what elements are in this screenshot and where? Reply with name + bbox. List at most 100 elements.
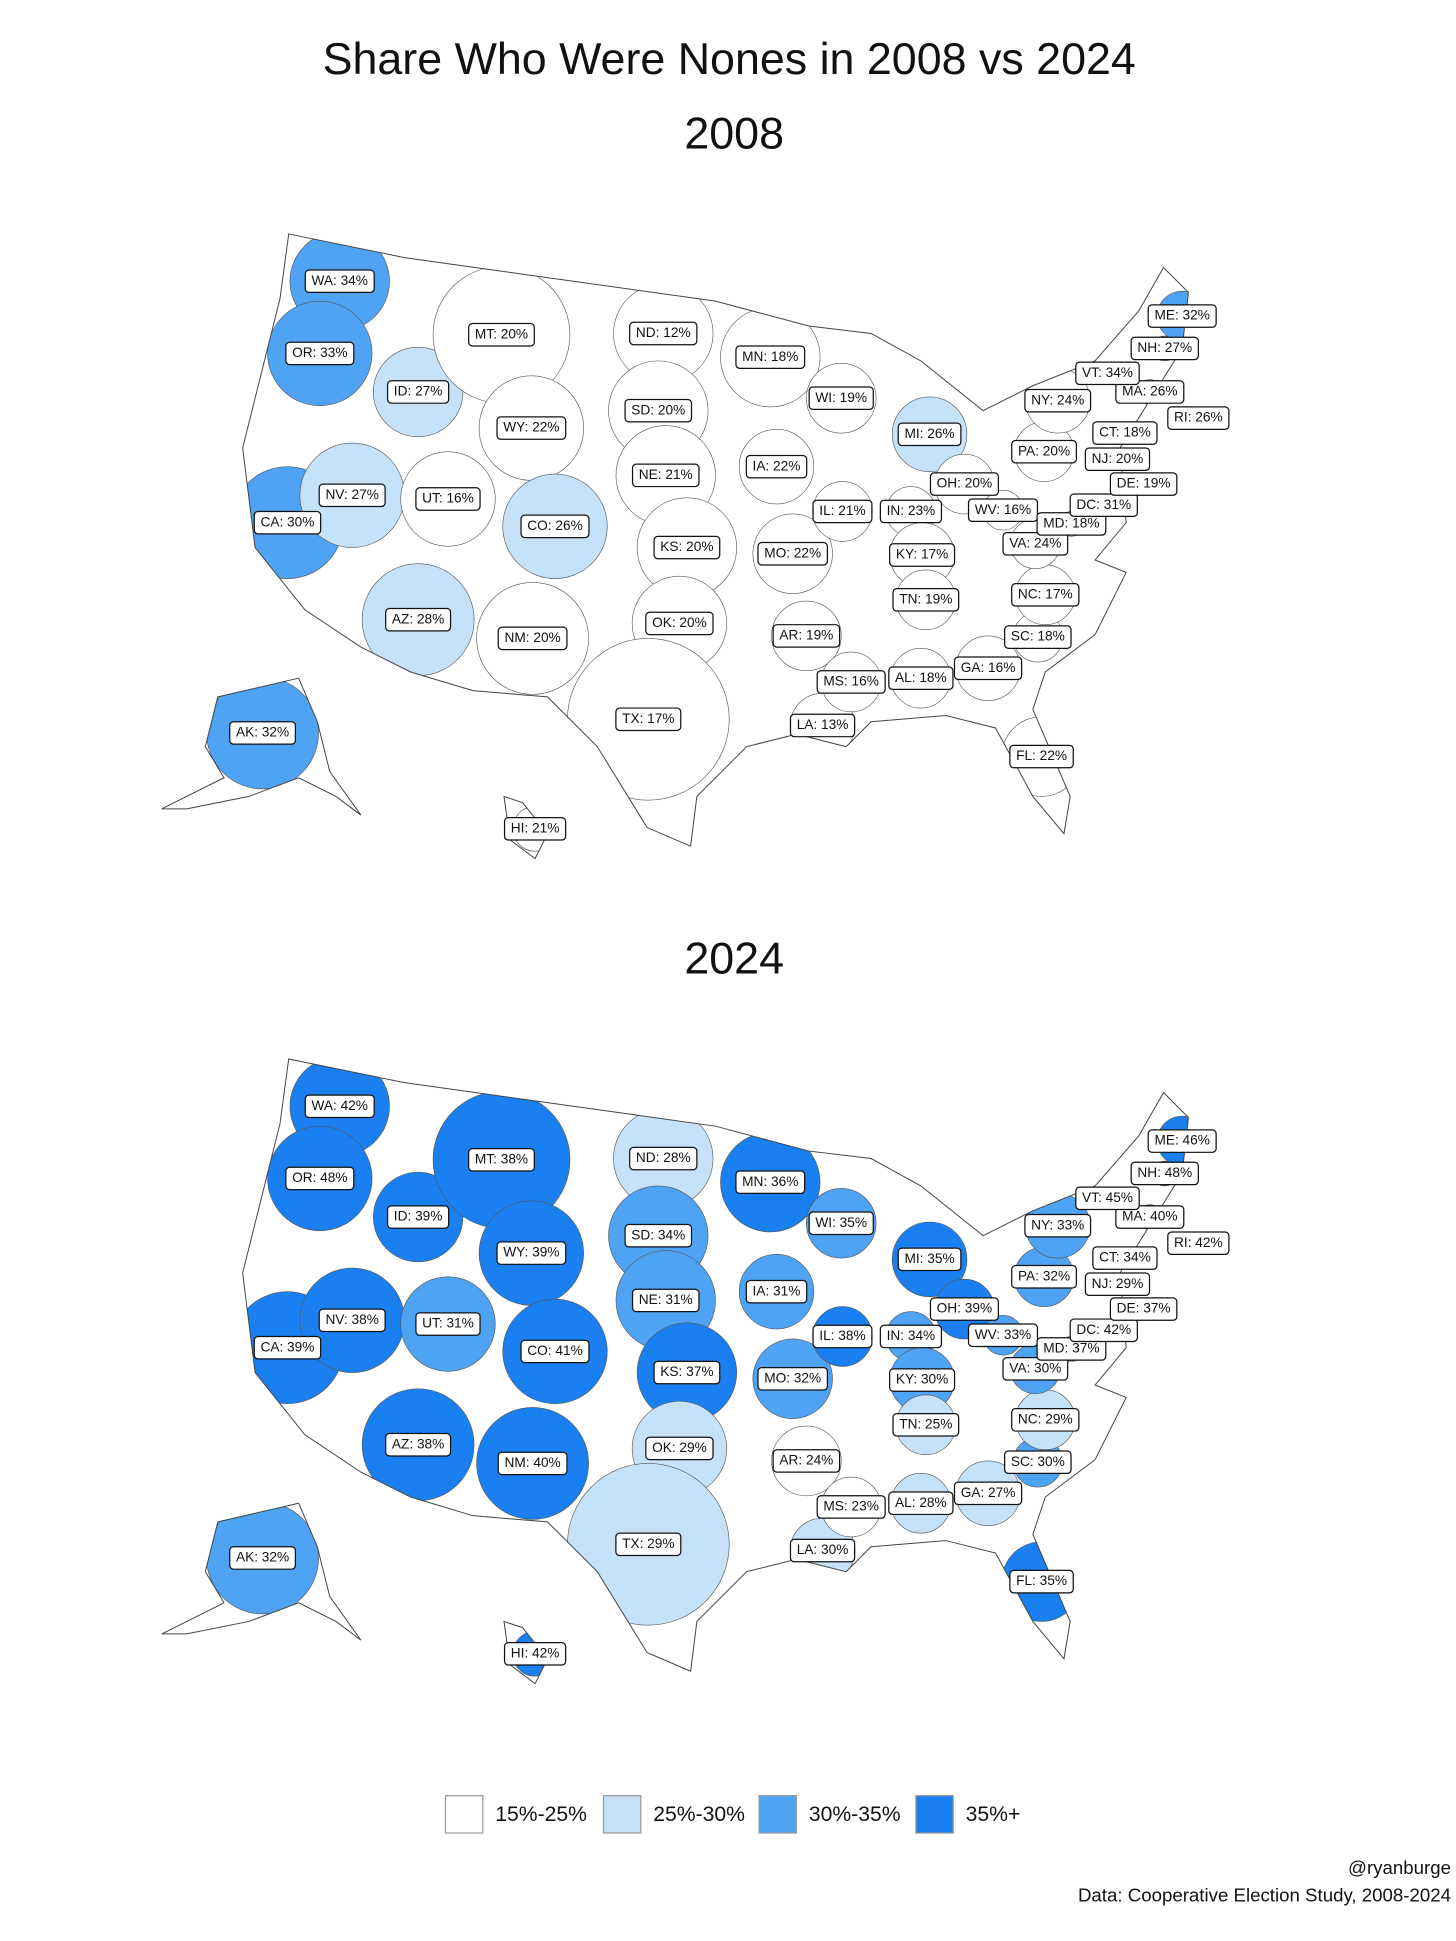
state-label: KY: 30% — [896, 1372, 948, 1387]
label-box — [503, 816, 567, 841]
label-box — [889, 1368, 956, 1392]
state-label: MN: 18% — [742, 349, 798, 364]
legend-swatch — [758, 1795, 798, 1834]
label-box — [953, 656, 1023, 681]
state-label: ID: 39% — [394, 1209, 443, 1224]
state-label: MD: 37% — [1043, 1341, 1099, 1356]
label-box — [1024, 388, 1092, 413]
map: WA: 34% OR: 33% CA: 30% ID: 27% NV: 27% MT: 2… — [161, 233, 1230, 860]
state-label: NV: 38% — [325, 1312, 378, 1327]
state-label: OH: 39% — [937, 1301, 992, 1316]
state-label: GA: 16% — [961, 660, 1016, 675]
label-box — [645, 1436, 714, 1461]
state-label: ME: 32% — [1154, 308, 1209, 323]
state-label: CT: 18% — [1099, 425, 1151, 440]
state-label: CO: 26% — [527, 518, 582, 533]
state-label: MD: 18% — [1043, 516, 1099, 531]
state-label: MA: 26% — [1122, 384, 1177, 399]
credit: @ryanburge — [1348, 1857, 1451, 1878]
state-label: NJ: 29% — [1092, 1276, 1144, 1291]
label-box — [1092, 421, 1158, 445]
label-box — [745, 454, 808, 479]
label-box — [318, 483, 386, 508]
state-label: SD: 20% — [631, 402, 685, 417]
label-box — [1011, 1408, 1080, 1432]
state-label: NY: 24% — [1031, 392, 1084, 407]
label-box — [285, 341, 355, 366]
state-label: WV: 16% — [975, 502, 1031, 517]
legend-swatch — [915, 1795, 954, 1834]
label-box — [304, 1094, 375, 1119]
label-box — [229, 1546, 297, 1570]
label-box — [653, 1360, 721, 1385]
state-label: HI: 42% — [511, 1645, 560, 1660]
label-box — [497, 1451, 568, 1476]
label-box — [631, 1288, 700, 1313]
state-label: WA: 34% — [311, 273, 367, 288]
label-box — [1109, 472, 1178, 496]
state-label: AK: 32% — [236, 1550, 289, 1565]
label-box — [1075, 1186, 1140, 1211]
label-box — [929, 472, 999, 496]
label-box — [735, 345, 806, 369]
label-box — [496, 416, 567, 440]
label-box — [653, 535, 721, 560]
state-label: RI: 42% — [1174, 1235, 1223, 1250]
state-label: MT: 38% — [475, 1151, 528, 1166]
state-label: DE: 37% — [1117, 1301, 1171, 1316]
label-box — [386, 380, 450, 404]
label-box — [745, 1279, 808, 1304]
state-label: VA: 24% — [1009, 535, 1061, 550]
label-box — [496, 1241, 567, 1265]
label-box — [929, 1297, 999, 1321]
label-box — [645, 611, 714, 636]
label-box — [1069, 493, 1138, 518]
state-label: VT: 45% — [1082, 1190, 1133, 1205]
state-label: IA: 31% — [753, 1283, 801, 1298]
label-box — [735, 1170, 806, 1195]
label-box — [953, 1481, 1023, 1506]
state-label: DC: 31% — [1076, 497, 1131, 512]
state-label: RI: 26% — [1174, 410, 1223, 425]
label-box — [415, 1312, 481, 1336]
state-label: NE: 31% — [639, 1292, 693, 1307]
state-label: WY: 22% — [503, 420, 559, 435]
label-box — [1084, 447, 1151, 472]
state-label: WI: 35% — [815, 1215, 867, 1230]
label-box — [615, 707, 682, 732]
state-label: VT: 34% — [1082, 365, 1133, 380]
state-label: WI: 19% — [815, 390, 867, 405]
state-label: TN: 25% — [899, 1416, 952, 1431]
state-label: LA: 30% — [797, 1542, 849, 1557]
state-label: WY: 39% — [503, 1245, 559, 1260]
state-label: CO: 41% — [527, 1343, 582, 1358]
state-label: IL: 21% — [819, 503, 865, 518]
state-label: UT: 31% — [422, 1316, 474, 1331]
state-label: CA: 39% — [260, 1339, 314, 1354]
state-label: MO: 32% — [764, 1370, 821, 1385]
label-box — [889, 543, 956, 567]
title: Share Who Were Nones in 2008 vs 2024 — [323, 34, 1136, 84]
label-box — [812, 499, 873, 524]
label-box — [892, 1413, 960, 1437]
state-label: MS: 23% — [823, 1499, 878, 1514]
label-box — [1002, 531, 1069, 556]
label-box — [879, 1324, 943, 1349]
label-box — [415, 487, 481, 511]
legend-swatch — [444, 1795, 484, 1834]
label-box — [808, 1211, 874, 1236]
label-box — [1011, 439, 1077, 464]
label-box — [1115, 1205, 1185, 1229]
state-label: PA: 20% — [1018, 443, 1070, 458]
state-label: GA: 27% — [961, 1485, 1016, 1500]
state-label: TX: 29% — [622, 1536, 674, 1551]
label-box — [888, 1491, 954, 1516]
label-box — [967, 1323, 1039, 1348]
label-box — [1011, 583, 1080, 607]
state-label: AL: 28% — [895, 1495, 947, 1510]
state-label: DC: 42% — [1076, 1322, 1131, 1337]
label-box — [318, 1308, 386, 1333]
label-box — [772, 1449, 841, 1473]
label-box — [897, 422, 962, 447]
